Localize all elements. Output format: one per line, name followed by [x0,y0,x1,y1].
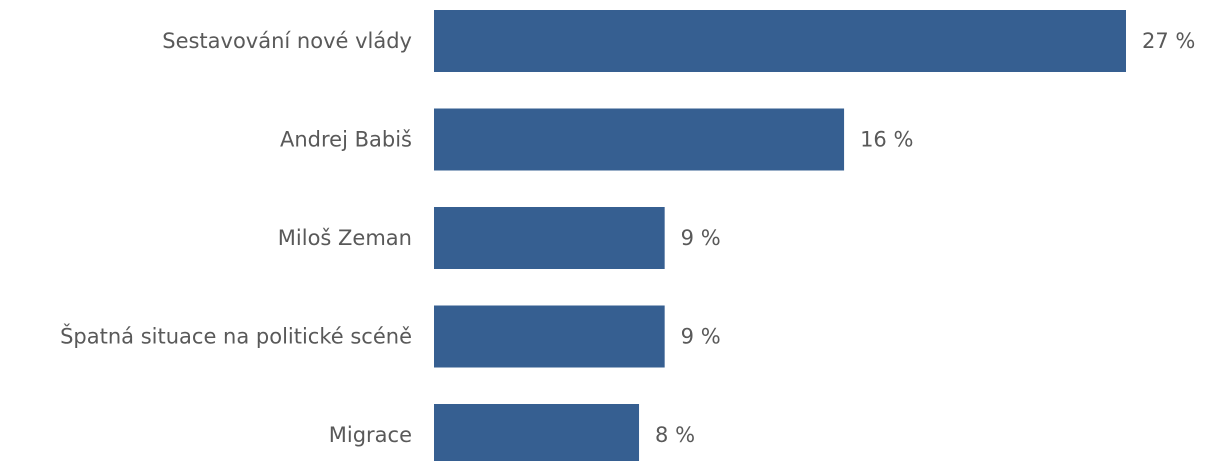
category-label: Migrace [329,423,412,447]
bar [434,108,845,171]
value-label: 9 % [681,226,721,250]
value-label: 16 % [860,128,913,152]
bar [434,10,1126,72]
category-label: Miloš Zeman [278,226,412,250]
category-label: Špatná situace na politické scéně [60,324,412,349]
bars-group [434,10,1126,461]
category-label: Sestavování nové vlády [162,29,412,53]
category-labels-group: Sestavování nové vlády Andrej Babiš Miloš … [60,29,412,447]
value-label: 8 % [655,423,695,447]
value-labels-group: 27 % 16 % 9 % 9 % 8 % [655,29,1195,447]
bar [434,404,640,461]
value-label: 9 % [681,325,721,349]
category-label: Andrej Babiš [280,128,412,152]
bar [434,305,665,368]
value-label: 27 % [1142,29,1195,53]
bar [434,207,665,269]
